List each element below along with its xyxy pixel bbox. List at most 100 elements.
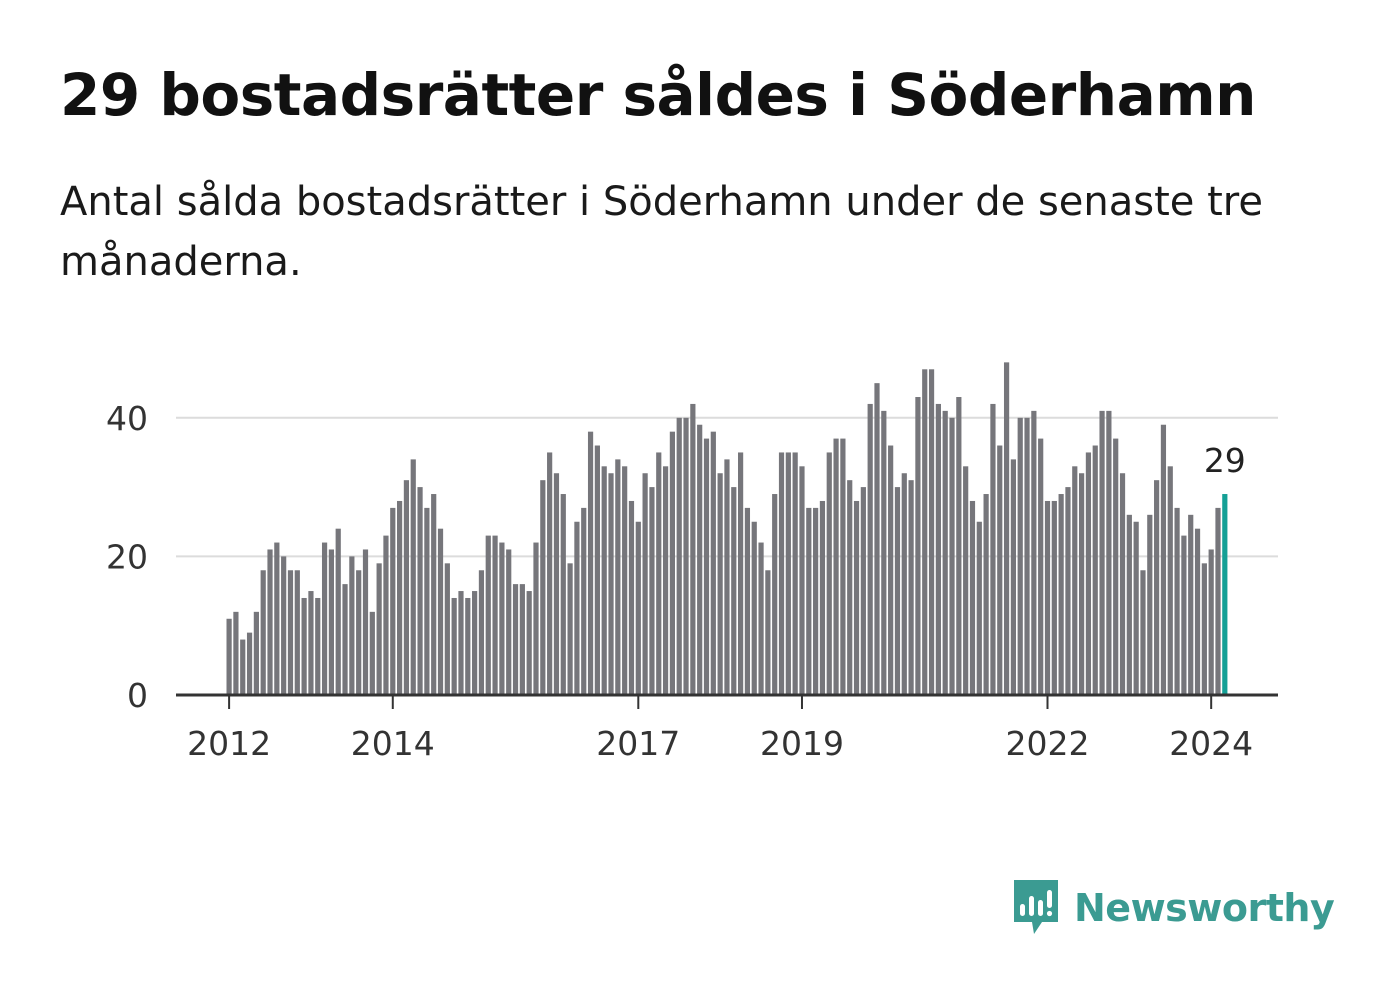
bar <box>662 466 669 695</box>
x-tick-label: 2024 <box>1169 724 1253 763</box>
bar <box>1113 438 1119 695</box>
bar <box>628 500 635 695</box>
bar <box>281 556 287 695</box>
y-tick-label: 0 <box>127 676 148 715</box>
bar <box>813 507 819 695</box>
bar <box>976 521 982 695</box>
brand-name: Newsworthy <box>1074 886 1335 930</box>
bar <box>267 549 273 695</box>
bar <box>390 507 396 695</box>
newsworthy-chart-bubble-icon <box>1014 880 1058 934</box>
bar <box>908 480 914 695</box>
bar <box>990 403 996 695</box>
bar <box>738 452 744 695</box>
bar <box>567 563 573 695</box>
bar <box>717 473 723 695</box>
bar <box>1188 514 1194 695</box>
bar <box>581 507 587 695</box>
bar <box>833 438 839 695</box>
x-tick-label: 2022 <box>1006 724 1090 763</box>
bar <box>942 410 948 695</box>
labels: 0 20 40 29 2012 2014 2017 2019 2022 2024 <box>106 399 1253 763</box>
bar <box>847 480 853 695</box>
bar <box>860 487 866 695</box>
bar <box>826 452 832 695</box>
bar <box>1017 417 1023 695</box>
bar <box>656 452 662 695</box>
bar <box>1154 480 1160 695</box>
bar <box>1072 466 1078 695</box>
bar <box>410 459 416 695</box>
bar <box>506 549 512 695</box>
bar <box>301 597 307 695</box>
bar <box>547 452 553 695</box>
bar <box>853 500 860 695</box>
bar <box>915 397 921 695</box>
bar <box>397 500 403 695</box>
bar <box>560 494 566 695</box>
bar <box>710 431 716 695</box>
bar <box>574 521 580 695</box>
bar <box>1003 362 1010 695</box>
bar <box>1092 445 1098 695</box>
bar <box>472 591 478 695</box>
bar <box>342 584 348 695</box>
bar <box>1031 410 1037 695</box>
bar <box>819 500 826 695</box>
bar <box>1160 424 1167 695</box>
bar <box>335 528 341 695</box>
bar <box>867 403 873 695</box>
bar <box>1201 563 1207 695</box>
bar <box>1133 521 1139 695</box>
bar <box>369 611 375 695</box>
bar <box>928 369 935 695</box>
bar <box>731 487 737 695</box>
bar <box>601 466 607 695</box>
bar <box>356 570 362 695</box>
bar <box>287 570 294 695</box>
bar <box>553 473 560 695</box>
axes <box>176 693 1278 709</box>
bar <box>431 494 437 695</box>
bar <box>922 369 928 695</box>
bar <box>512 584 519 695</box>
bar <box>1079 473 1085 695</box>
bar <box>635 521 641 695</box>
bar <box>642 473 648 695</box>
bar <box>226 618 232 695</box>
bar <box>233 611 239 695</box>
bar <box>772 494 778 695</box>
bar <box>1065 487 1071 695</box>
bar <box>485 535 491 695</box>
bar <box>888 445 894 695</box>
bar <box>240 639 246 695</box>
bar <box>935 403 941 695</box>
bar <box>253 611 259 695</box>
bar <box>437 528 444 695</box>
bar <box>983 494 989 695</box>
bar <box>724 459 730 695</box>
chart-title: 29 bostadsrätter såldes i Söderhamn <box>60 61 1256 129</box>
bar <box>778 452 785 695</box>
bar <box>1085 452 1092 695</box>
bar <box>1099 410 1105 695</box>
bar <box>451 597 457 695</box>
bar <box>594 445 600 695</box>
bars <box>226 362 1228 695</box>
bar <box>587 431 594 695</box>
bar <box>376 563 382 695</box>
bar <box>969 500 976 695</box>
bar <box>1126 514 1132 695</box>
y-tick-label: 20 <box>106 537 148 576</box>
bar <box>1010 459 1016 695</box>
bar <box>765 570 771 695</box>
bar <box>690 403 696 695</box>
bar <box>649 487 655 695</box>
bar <box>806 507 812 695</box>
highlight-value-label: 29 <box>1204 441 1246 480</box>
bar <box>997 445 1003 695</box>
bar <box>540 480 546 695</box>
bar <box>949 417 955 695</box>
bar <box>792 452 798 695</box>
